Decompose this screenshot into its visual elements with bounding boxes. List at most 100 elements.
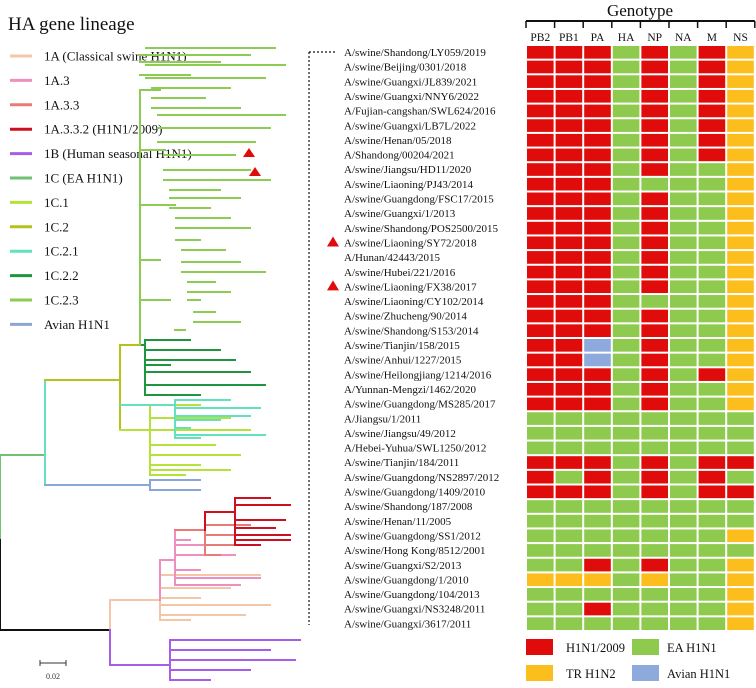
- genotype-cell: [641, 236, 668, 250]
- genotype-cell: [641, 324, 668, 337]
- genotype-cell: [555, 75, 583, 88]
- genotype-cell: [527, 544, 554, 557]
- genotype-cell: [641, 353, 668, 367]
- genotype-cell: [727, 207, 754, 220]
- genotype-cell: [612, 60, 640, 74]
- genotype-cell: [527, 236, 554, 250]
- genotype-cell: [698, 148, 726, 162]
- genotype-cell: [641, 89, 668, 103]
- genotype-cell: [670, 500, 697, 513]
- genotype-cell: [555, 588, 583, 601]
- genotype-cell: [527, 500, 554, 513]
- genotype-cell: [612, 456, 640, 469]
- genotype-cell: [698, 251, 726, 264]
- genotype-cell: [555, 353, 583, 367]
- genotype-cell: [555, 295, 583, 308]
- genotype-cell: [727, 265, 754, 279]
- genotype-cell: [527, 221, 554, 235]
- genotype-cell: [698, 339, 726, 352]
- genotype-cell: [527, 397, 554, 411]
- genotype-cell: [727, 588, 754, 601]
- genotype-cell: [641, 617, 668, 630]
- strain-label: A/swine/Tianjin/158/2015: [344, 340, 460, 352]
- genotype-cell: [527, 280, 554, 294]
- lineage-label: 1A.3: [44, 73, 70, 88]
- strain-label: A/swine/Guangdong/1409/2010: [344, 487, 486, 499]
- legend-swatch: [632, 639, 659, 655]
- genotype-cell: [584, 89, 611, 103]
- genotype-cell: [555, 236, 583, 250]
- genotype-cell: [555, 324, 583, 337]
- genotype-cell: [727, 339, 754, 352]
- legend-label: TR H1N2: [566, 667, 616, 681]
- segment-label: PB1: [559, 32, 579, 44]
- segment-header: PB2 PB1 PA HA NP NA M NS: [525, 20, 756, 44]
- genotype-cell: [584, 353, 611, 367]
- genotype-cell: [727, 544, 754, 557]
- lineage-label: 1C.2: [44, 219, 69, 234]
- genotype-cell: [698, 60, 726, 74]
- genotype-cell: [641, 119, 668, 132]
- genotype-cell: [527, 558, 554, 572]
- genotype-cell: [612, 368, 640, 381]
- genotype-cell: [727, 75, 754, 88]
- genotype-cell: [612, 324, 640, 337]
- genotype-cell: [527, 265, 554, 279]
- genotype-cell: [670, 60, 697, 74]
- genotype-cell: [670, 412, 697, 425]
- legend-swatch: [526, 639, 553, 655]
- genotype-cell: [698, 412, 726, 425]
- genotype-cell: [727, 397, 754, 411]
- genotype-cell: [584, 236, 611, 250]
- genotype-cell: [584, 192, 611, 206]
- strain-label: A/swine/Anhui/1227/2015: [344, 355, 462, 367]
- genotype-cell: [698, 265, 726, 279]
- genotype-cell: [641, 514, 668, 528]
- genotype-cell: [698, 192, 726, 206]
- genotype-title: Genotype: [607, 1, 673, 20]
- genotype-cell: [612, 148, 640, 162]
- genotype-cell: [670, 544, 697, 557]
- genotype-cell: [698, 177, 726, 191]
- genotype-cell: [527, 60, 554, 74]
- genotype-cell: [670, 280, 697, 294]
- genotype-cell: [584, 280, 611, 294]
- genotype-cell: [641, 309, 668, 323]
- genotype-cell: [670, 368, 697, 381]
- genotype-cell: [698, 236, 726, 250]
- genotype-cell: [641, 485, 668, 499]
- genotype-cell: [641, 163, 668, 176]
- genotype-cell: [555, 221, 583, 235]
- genotype-cell: [698, 617, 726, 630]
- genotype-cell: [641, 104, 668, 118]
- genotype-cell: [698, 602, 726, 616]
- genotype-cell: [612, 221, 640, 235]
- genotype-cell: [584, 558, 611, 572]
- genotype-cell: [641, 251, 668, 264]
- strain-label: A/swine/Guangxi/NS3248/2011: [344, 604, 485, 616]
- genotype-cell: [584, 221, 611, 235]
- genotype-cell: [727, 500, 754, 513]
- segment-label: NA: [675, 32, 692, 44]
- genotype-cell: [670, 339, 697, 352]
- genotype-cell: [698, 46, 726, 59]
- genotype-cell: [555, 251, 583, 264]
- genotype-cell: [584, 485, 611, 499]
- strain-label: A/Fujian-cangshan/SWL624/2016: [344, 106, 496, 118]
- genotype-cell: [555, 485, 583, 499]
- lineage-label: 1A (Classical swine H1N1): [44, 49, 187, 64]
- legend-swatch: [526, 665, 553, 681]
- genotype-cell: [698, 89, 726, 103]
- genotype-cell: [641, 529, 668, 543]
- genotype-cell: [727, 470, 754, 484]
- genotype-cell: [670, 251, 697, 264]
- lineage-label: 1A.3.3: [44, 97, 79, 112]
- genotype-cell: [584, 163, 611, 176]
- genotype-cell: [527, 295, 554, 308]
- strain-label: A/swine/Guangdong/NS2897/2012: [344, 472, 499, 484]
- genotype-cell: [555, 617, 583, 630]
- genotype-cell: [612, 617, 640, 630]
- segment-label: HA: [618, 32, 635, 44]
- genotype-cell: [641, 602, 668, 616]
- genotype-cell: [555, 514, 583, 528]
